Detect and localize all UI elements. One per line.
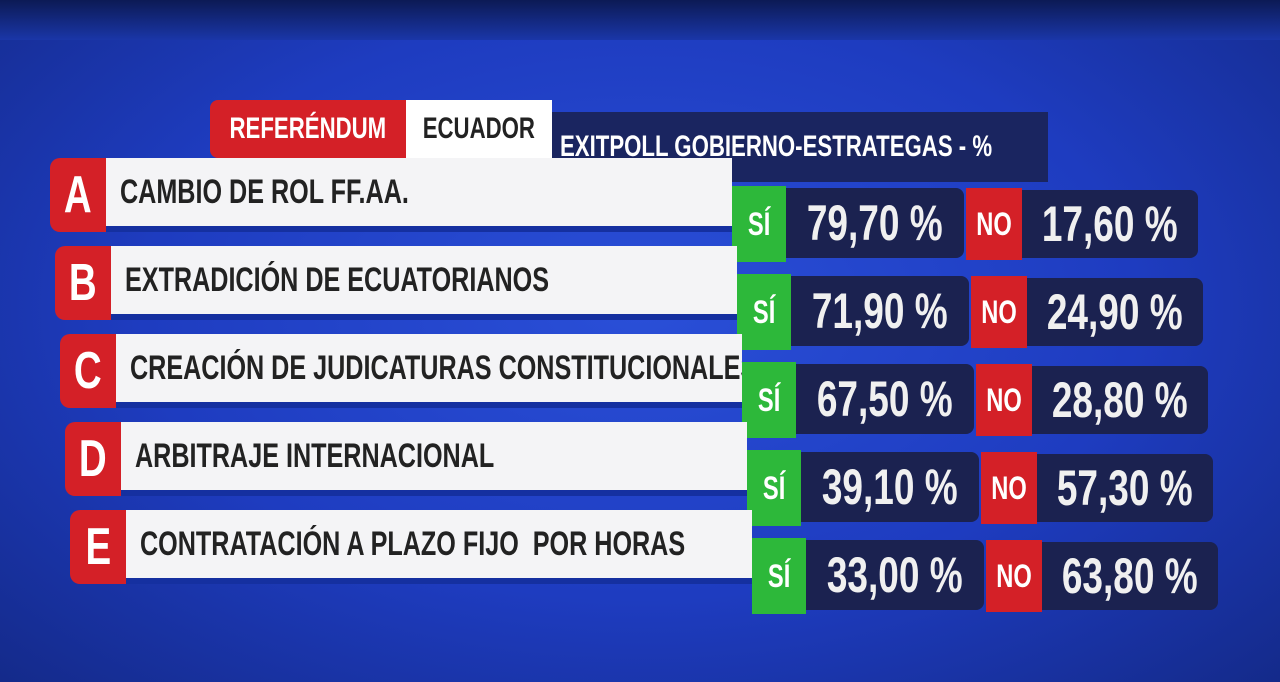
question: CONTRATACIÓN A PLAZO FIJO POR HORAS <box>126 510 752 584</box>
yes-label-text: SÍ <box>762 469 786 506</box>
question-text: CREACIÓN DE JUDICATURAS CONSTITUCIONALES <box>130 348 742 387</box>
yes-label: SÍ <box>747 450 801 526</box>
tag-text: REFERÉNDUM <box>229 112 387 145</box>
no-value-text: 28,80 % <box>1052 372 1188 428</box>
no-label: NO <box>976 364 1032 436</box>
row-letter: B <box>55 246 111 320</box>
question: CREACIÓN DE JUDICATURAS CONSTITUCIONALES <box>116 334 742 408</box>
no-label: NO <box>971 276 1027 348</box>
no-label: NO <box>981 452 1037 524</box>
no-value-text: 57,30 % <box>1057 460 1193 516</box>
row-letter-text: D <box>79 430 107 488</box>
row-letter: E <box>70 510 126 584</box>
yes-value-text: 71,90 % <box>812 283 948 339</box>
question-text: ARBITRAJE INTERNACIONAL <box>135 436 495 475</box>
no-label-text: NO <box>981 293 1017 330</box>
no-label: NO <box>986 540 1042 612</box>
yes-label-text: SÍ <box>757 381 781 418</box>
question: CAMBIO DE ROL FF.AA. <box>106 158 732 232</box>
yes-label-text: SÍ <box>747 205 771 242</box>
row-letter-text: B <box>69 254 97 312</box>
yes-value: 71,90 % <box>791 276 969 346</box>
no-label: NO <box>966 188 1022 260</box>
yes-label-text: SÍ <box>752 293 776 330</box>
row-letter-text: A <box>64 166 92 224</box>
country-text: ECUADOR <box>422 112 536 145</box>
no-label-text: NO <box>991 469 1027 506</box>
question-text: EXTRADICIÓN DE ECUATORIANOS <box>125 260 550 299</box>
no-value: 63,80 % <box>1042 542 1218 610</box>
question-text: CAMBIO DE ROL FF.AA. <box>120 172 409 211</box>
no-value-text: 17,60 % <box>1042 196 1178 252</box>
no-value: 24,90 % <box>1027 278 1203 346</box>
question-text: CONTRATACIÓN A PLAZO FIJO POR HORAS <box>140 524 686 563</box>
yes-label: SÍ <box>752 538 806 614</box>
yes-label: SÍ <box>732 186 786 262</box>
row-letter-text: C <box>74 342 102 400</box>
yes-value: 67,50 % <box>796 364 974 434</box>
tag: REFERÉNDUM <box>210 100 406 158</box>
row-letter: D <box>65 422 121 496</box>
country: ECUADOR <box>406 100 552 158</box>
row-letter: A <box>50 158 106 232</box>
yes-value-text: 39,10 % <box>822 459 958 515</box>
no-value: 57,30 % <box>1037 454 1213 522</box>
yes-value: 79,70 % <box>786 188 964 258</box>
yes-value: 39,10 % <box>801 452 979 522</box>
yes-label: SÍ <box>737 274 791 350</box>
top-band <box>0 0 1280 40</box>
no-value: 28,80 % <box>1032 366 1208 434</box>
no-value-text: 63,80 % <box>1062 548 1198 604</box>
yes-value-text: 67,50 % <box>817 371 953 427</box>
yes-label-text: SÍ <box>767 557 791 594</box>
yes-value-text: 79,70 % <box>807 195 943 251</box>
yes-label: SÍ <box>742 362 796 438</box>
question: ARBITRAJE INTERNACIONAL <box>121 422 747 496</box>
no-label-text: NO <box>996 557 1032 594</box>
source-text: EXITPOLL GOBIERNO-ESTRATEGAS - % <box>560 130 993 163</box>
row-letter-text: E <box>85 518 111 576</box>
yes-value-text: 33,00 % <box>827 547 963 603</box>
row-letter: C <box>60 334 116 408</box>
question: EXTRADICIÓN DE ECUATORIANOS <box>111 246 737 320</box>
no-value-text: 24,90 % <box>1047 284 1183 340</box>
no-label-text: NO <box>976 205 1012 242</box>
yes-value: 33,00 % <box>806 540 984 610</box>
no-value: 17,60 % <box>1022 190 1198 258</box>
no-label-text: NO <box>986 381 1022 418</box>
